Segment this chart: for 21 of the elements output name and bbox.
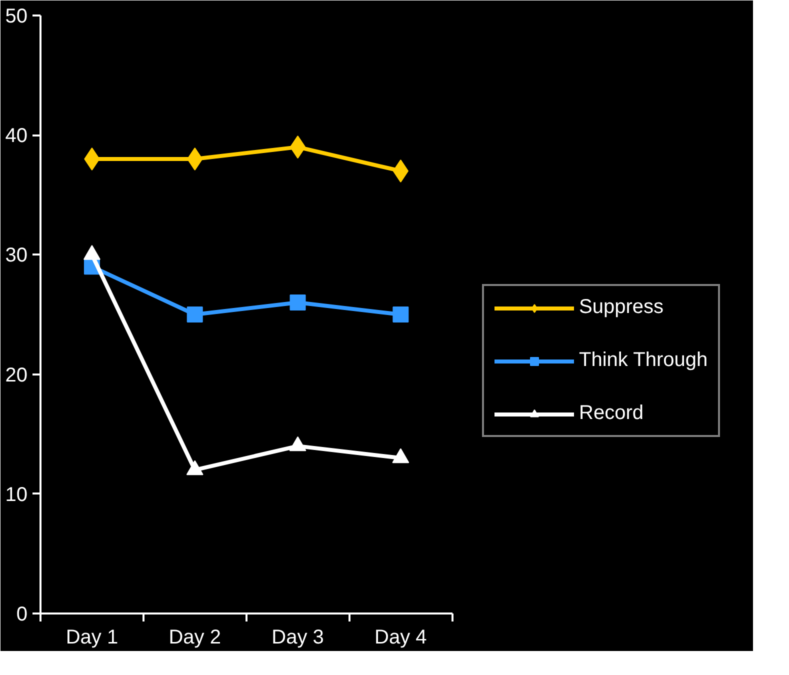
point xyxy=(186,306,203,322)
y-tick-label: 40 xyxy=(5,125,28,148)
legend-label: Record xyxy=(579,402,644,425)
y-tick-label: 30 xyxy=(5,244,28,267)
point xyxy=(392,306,409,322)
point xyxy=(392,448,410,464)
y-tick-label: 10 xyxy=(5,484,28,506)
x-tick-label: Day 2 xyxy=(168,626,221,648)
legend-label: Suppress xyxy=(579,296,664,319)
y-tick-label: 50 xyxy=(5,6,28,28)
point xyxy=(290,136,306,159)
point xyxy=(290,294,306,311)
x-tick-label: Day 1 xyxy=(66,626,118,648)
point xyxy=(186,460,204,476)
point xyxy=(392,159,409,182)
y-tick-label: 20 xyxy=(5,364,28,386)
x-tick-label: Day 4 xyxy=(374,626,427,648)
x-tick-label: Day 3 xyxy=(272,626,324,648)
y-tick-label: 0 xyxy=(16,604,28,626)
point xyxy=(289,436,306,452)
legend-label: Think Through xyxy=(579,349,708,372)
